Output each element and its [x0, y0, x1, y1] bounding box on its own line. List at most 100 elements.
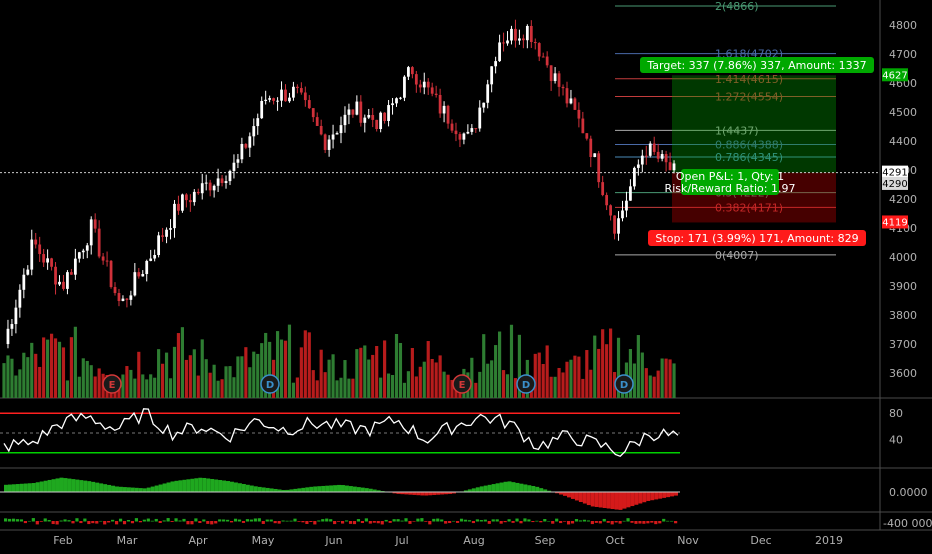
candle [307, 100, 311, 109]
volume-bar [81, 358, 85, 398]
volume-bar [260, 343, 264, 398]
histogram-bar [79, 480, 84, 492]
candle [125, 298, 129, 300]
histogram-bar [515, 482, 520, 492]
event-marker-d[interactable] [260, 374, 280, 394]
price-axis-tick: 4700 [889, 48, 917, 61]
fib-level-label: 0(4007) [715, 249, 759, 262]
candle [407, 67, 410, 77]
lower-histogram-bar [570, 521, 575, 524]
lower-histogram-bar [380, 521, 384, 525]
histogram-bar [4, 484, 8, 492]
candle [518, 38, 521, 41]
lower-histogram-bar [126, 519, 131, 522]
event-marker-e[interactable] [452, 374, 472, 394]
candle [581, 118, 585, 134]
lower-histogram-bar [47, 520, 51, 522]
lower-histogram-bar [83, 518, 87, 522]
candle [46, 258, 49, 263]
histogram-bar [329, 485, 334, 492]
candle [284, 89, 287, 102]
lower-histogram-bar [186, 521, 190, 525]
volume-bar [664, 358, 668, 398]
fib-level-label: 1(4437) [715, 124, 759, 137]
lower-histogram-bar [614, 521, 618, 523]
lower-histogram-bar [142, 519, 146, 522]
event-marker-e[interactable] [102, 374, 122, 394]
lower-histogram-bar [325, 518, 329, 522]
histogram-bar [43, 480, 48, 492]
lower-histogram-bar [111, 519, 115, 522]
histogram-bar [118, 486, 123, 492]
stop-label[interactable]: Stop: 171 (3.99%) 171, Amount: 829 [648, 230, 866, 246]
profit-zone[interactable] [672, 75, 836, 173]
candle [585, 133, 589, 139]
candle [613, 215, 616, 234]
histogram-bar [162, 483, 167, 492]
histogram-bar [214, 479, 219, 492]
histogram-bar [630, 492, 635, 507]
lower-histogram-bar [344, 520, 349, 522]
volume-bar [386, 373, 391, 398]
candle [545, 56, 549, 66]
candle [391, 103, 394, 106]
histogram-bar [218, 480, 223, 492]
candle [260, 100, 264, 119]
event-marker-d[interactable] [516, 374, 536, 394]
lower-histogram-bar [416, 518, 420, 522]
histogram-bar [261, 487, 266, 492]
lower-histogram-bar [281, 520, 285, 522]
histogram-bar [19, 483, 24, 492]
volume-bar [593, 335, 597, 398]
lower-histogram-bar [321, 519, 325, 522]
price-axis-tick: 3900 [889, 280, 917, 293]
histogram-bar [543, 489, 548, 492]
volume-bar [192, 349, 196, 398]
candle [161, 235, 164, 237]
target-label[interactable]: Target: 337 (7.86%) 337, Amount: 1337 [640, 57, 874, 73]
volume-bar [426, 341, 430, 398]
lower-histogram-bar [610, 521, 614, 525]
candle [6, 328, 10, 345]
volume-bar [446, 374, 450, 398]
histogram-bar [166, 482, 171, 492]
event-marker-d[interactable] [614, 374, 634, 394]
lower-histogram-bar [253, 518, 257, 522]
lower-histogram-bar [182, 518, 186, 522]
histogram-bar [598, 492, 603, 508]
candle [442, 105, 446, 114]
price-axis-tick: 3600 [889, 367, 917, 380]
lower-histogram-bar [368, 521, 372, 524]
candle [93, 219, 97, 229]
time-axis-tick: May [252, 534, 275, 547]
pnl-label-text: Risk/Reward Ratio: 1.97 [665, 182, 796, 195]
histogram-bar [186, 479, 191, 492]
lower-histogram-bar [107, 521, 111, 523]
histogram-bar [400, 492, 405, 495]
histogram-bar [658, 492, 663, 499]
candle [541, 56, 545, 58]
histogram-bar [99, 483, 104, 492]
histogram-bar [115, 486, 119, 492]
volume-bar [628, 349, 633, 398]
volume-bar [137, 351, 141, 398]
lower-histogram-bar [440, 519, 444, 522]
macd-axis-tick: 0.0000 [889, 486, 928, 499]
histogram-bar [404, 492, 409, 495]
histogram-bar [174, 480, 179, 492]
volume-bar [577, 356, 581, 398]
histogram-bar [317, 486, 322, 492]
lower-histogram-bar [388, 521, 392, 523]
histogram-bar [273, 488, 278, 492]
candle [85, 245, 89, 251]
volume-bar [383, 340, 387, 398]
candle [371, 114, 375, 120]
volume-bar [42, 337, 46, 398]
candle [323, 134, 327, 150]
price-tag-text: 4119 [882, 217, 907, 228]
histogram-bar [31, 483, 36, 492]
lower-histogram-bar [245, 519, 250, 522]
